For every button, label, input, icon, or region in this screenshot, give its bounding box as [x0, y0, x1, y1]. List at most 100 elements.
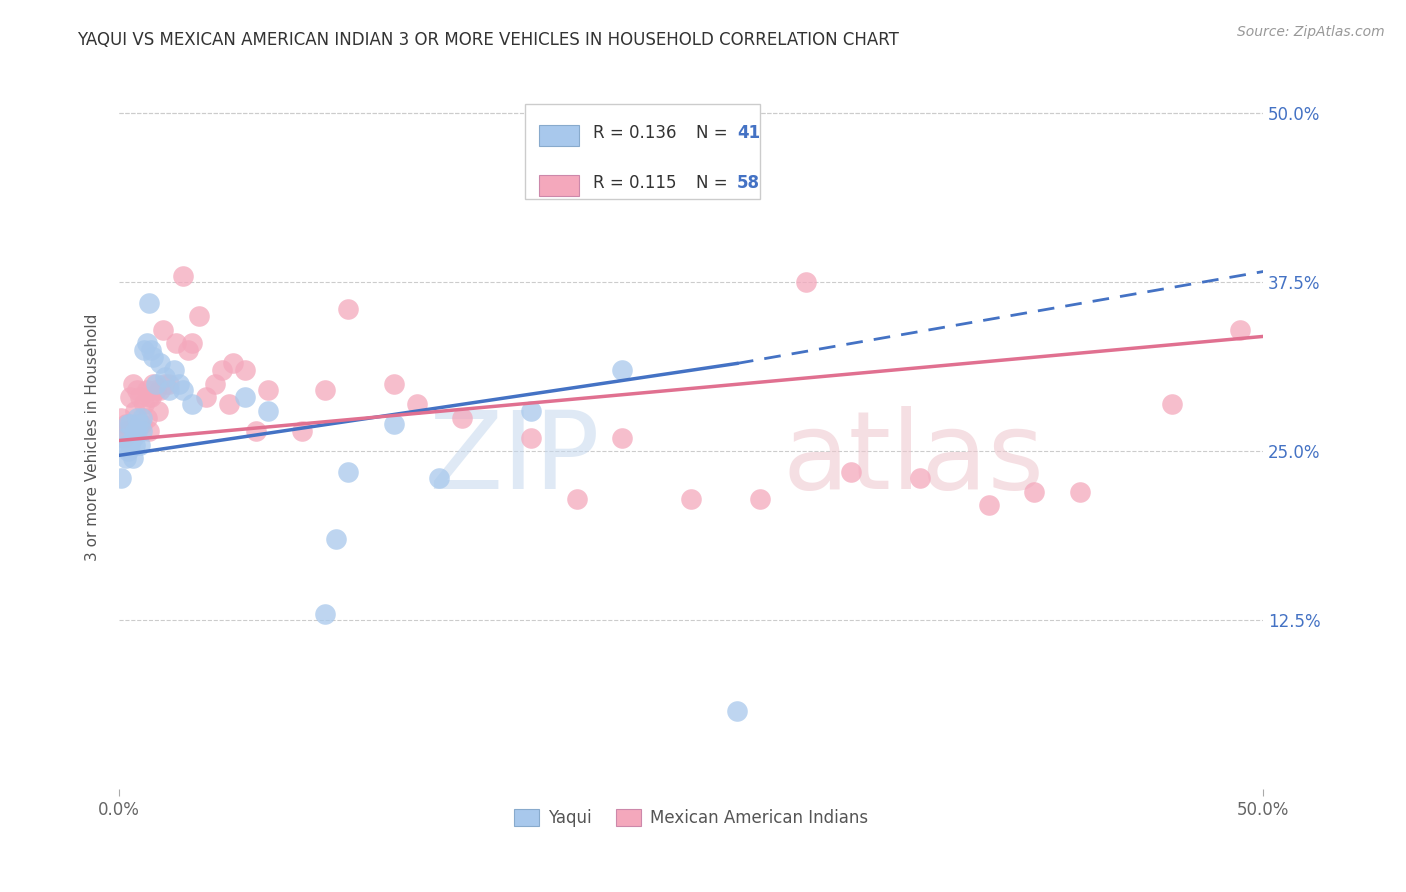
Point [149, 356, 172, 370]
Point [128, 437, 150, 451]
Point [153, 376, 176, 391]
Point [382, 376, 405, 391]
Text: YAQUI VS MEXICAN AMERICAN INDIAN 3 OR MORE VEHICLES IN HOUSEHOLD CORRELATION CHA: YAQUI VS MEXICAN AMERICAN INDIAN 3 OR MO… [77, 31, 900, 49]
Point [124, 424, 146, 438]
Text: N =: N = [696, 174, 727, 193]
Point [115, 417, 138, 432]
Point [135, 384, 157, 398]
Point [256, 403, 278, 417]
Point [128, 390, 150, 404]
Point [128, 417, 150, 432]
Text: 58: 58 [737, 174, 759, 193]
Point [128, 417, 150, 432]
Point [127, 384, 149, 398]
Point [120, 390, 142, 404]
Text: 41: 41 [737, 125, 761, 143]
Point [222, 356, 245, 370]
Point [138, 390, 160, 404]
Point [134, 343, 156, 357]
Point [233, 363, 256, 377]
Point [138, 295, 160, 310]
Point [218, 397, 240, 411]
Point [131, 410, 153, 425]
Point [142, 350, 165, 364]
Point [1069, 484, 1091, 499]
Point [139, 390, 162, 404]
Point [176, 343, 198, 357]
Point [382, 417, 405, 432]
Point [145, 376, 167, 391]
Text: ZIP: ZIP [427, 406, 599, 512]
Point [120, 424, 142, 438]
Point [908, 471, 931, 485]
Point [172, 384, 194, 398]
Legend: Yaqui, Mexican American Indians: Yaqui, Mexican American Indians [508, 802, 875, 834]
Point [112, 431, 135, 445]
Point [314, 607, 336, 621]
Y-axis label: 3 or more Vehicles in Household: 3 or more Vehicles in Household [86, 314, 100, 561]
FancyBboxPatch shape [526, 104, 759, 199]
Point [131, 424, 153, 438]
Point [121, 451, 143, 466]
Point [131, 417, 153, 432]
Point [181, 397, 204, 411]
Point [839, 465, 862, 479]
Point [245, 424, 267, 438]
Point [153, 370, 176, 384]
Text: atlas: atlas [783, 406, 1045, 512]
Point [188, 309, 211, 323]
Point [127, 417, 149, 432]
Point [794, 276, 817, 290]
Point [681, 491, 703, 506]
Point [1160, 397, 1182, 411]
Point [204, 376, 226, 391]
Point [149, 384, 172, 398]
Point [127, 424, 149, 438]
Point [157, 384, 180, 398]
Point [612, 431, 634, 445]
Point [565, 491, 588, 506]
Bar [538, 125, 579, 145]
Point [314, 384, 336, 398]
Point [135, 410, 157, 425]
Point [195, 390, 218, 404]
Point [1229, 323, 1251, 337]
Point [748, 491, 770, 506]
Point [336, 465, 359, 479]
Point [138, 424, 160, 438]
Point [429, 471, 451, 485]
Point [134, 397, 156, 411]
Point [256, 384, 278, 398]
Text: R = 0.115: R = 0.115 [593, 174, 676, 193]
Point [135, 336, 157, 351]
Point [142, 376, 165, 391]
Point [121, 431, 143, 445]
Point [612, 363, 634, 377]
Point [1024, 484, 1046, 499]
Point [165, 336, 187, 351]
Point [120, 437, 142, 451]
Point [336, 302, 359, 317]
Point [127, 410, 149, 425]
Point [172, 268, 194, 283]
Point [124, 437, 146, 451]
Text: N =: N = [696, 125, 727, 143]
Point [977, 499, 1000, 513]
Point [146, 403, 169, 417]
Point [167, 376, 190, 391]
Point [110, 410, 132, 425]
Point [725, 704, 748, 718]
Bar [538, 175, 579, 195]
Text: R = 0.136: R = 0.136 [593, 125, 676, 143]
Point [520, 403, 543, 417]
Point [117, 424, 139, 438]
Point [115, 451, 138, 466]
Point [405, 397, 427, 411]
Text: Source: ZipAtlas.com: Source: ZipAtlas.com [1237, 25, 1385, 39]
Point [163, 363, 186, 377]
Point [110, 471, 132, 485]
Point [157, 376, 180, 391]
Point [451, 410, 474, 425]
Point [121, 376, 143, 391]
Point [139, 343, 162, 357]
